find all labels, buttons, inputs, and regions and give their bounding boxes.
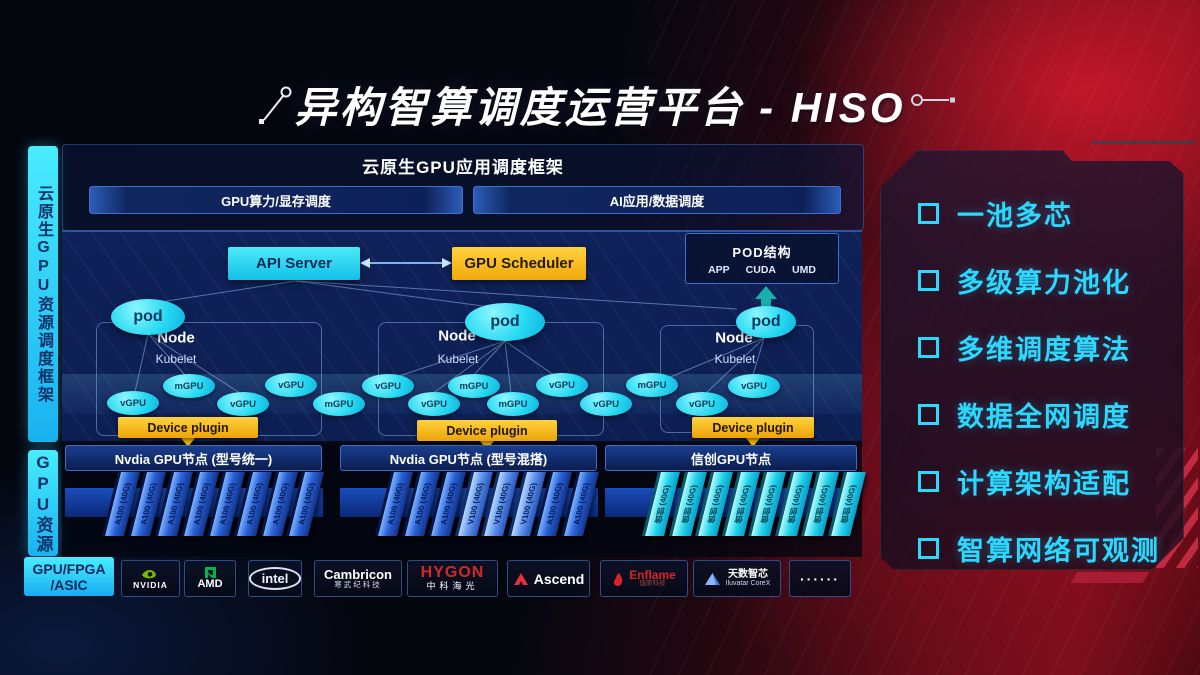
vendor-enflame: Enflame 燧原科技	[600, 560, 688, 597]
page-title: 异构智算调度运营平台 - HISO	[294, 84, 906, 131]
checkbox-square-icon	[918, 471, 939, 492]
hygon-label: HYGON	[420, 564, 485, 582]
feature-label: 计算架构适配	[957, 469, 1131, 499]
device-plugin-box: Device plugin	[692, 417, 814, 438]
iluvatar-icon	[704, 572, 720, 585]
vgpu-ellipse: vGPU	[728, 374, 780, 398]
bar-gpu-compute-scheduling: GPU算力/显存调度	[89, 186, 463, 214]
cambricon-sublabel: 寒武纪科技	[334, 580, 382, 590]
iluvatar-sublabel: Iluvatar CoreX	[725, 580, 771, 588]
device-plugin-box: Device plugin	[118, 417, 258, 438]
device-plugin-box: Device plugin	[417, 420, 557, 441]
feature-item: 计算架构适配	[918, 462, 1184, 501]
feature-item: 智算网络可观测	[918, 529, 1184, 568]
more-vendors-dots: ······	[800, 570, 840, 587]
gpu-group-header-xinchuang: 信创GPU节点	[605, 445, 857, 471]
vgpu-ellipse: vGPU	[580, 392, 632, 416]
enflame-sublabel: 燧原科技	[639, 580, 666, 588]
nvidia-eye-icon	[141, 569, 156, 578]
node-label: Node	[438, 327, 476, 345]
chip-line1: GPU/FPGA	[32, 560, 106, 577]
sidebar-tab-cloud-native-gpu: 云原生GPU资源调度框架	[28, 146, 58, 442]
feature-label: 一池多芯	[957, 201, 1073, 231]
feature-label: 智算网络可观测	[957, 536, 1160, 566]
pod-structure-box: POD结构 APP CUDA UMD	[685, 233, 839, 284]
vgpu-ellipse: vGPU	[536, 373, 588, 397]
vgpu-ellipse: vGPU	[217, 392, 269, 416]
bar-ai-data-scheduling: AI应用/数据调度	[473, 186, 841, 214]
frame-title: 云原生GPU应用调度框架	[362, 158, 564, 177]
vgpu-ellipse: vGPU	[408, 392, 460, 416]
pod-item-app: APP	[708, 263, 730, 276]
gpu-group-header-mixed: Nvdia GPU节点 (型号混搭)	[340, 445, 597, 471]
api-server-box: API Server	[228, 247, 360, 280]
sidebar-tab-gpu-resource: GPU资源	[28, 450, 58, 556]
intel-label: intel	[248, 567, 302, 590]
pod-ellipse: pod	[465, 303, 545, 341]
vgpu-ellipse: vGPU	[265, 373, 317, 397]
hygon-sublabel: 中科海光	[426, 581, 479, 592]
feature-item: 一池多芯	[918, 194, 1184, 233]
chip-type-box: GPU/FPGA /ASIC	[24, 557, 114, 596]
feature-label: 数据全网调度	[957, 402, 1131, 432]
corner-bracket-deco	[1079, 141, 1197, 158]
feature-item: 多维调度算法	[918, 328, 1184, 367]
iluvatar-label: 天数智芯	[728, 568, 768, 580]
mgpu-ellipse: mGPU	[163, 374, 215, 398]
pod-ellipse: pod	[736, 306, 796, 338]
vendor-hygon: HYGON 中科海光	[407, 560, 498, 597]
chip-line2: /ASIC	[50, 576, 88, 593]
vendor-amd: AMD	[184, 560, 236, 597]
checkbox-square-icon	[918, 337, 939, 358]
pod-structure-items: APP CUDA UMD	[708, 264, 816, 276]
feature-item: 多级算力池化	[918, 261, 1184, 300]
vendor-nvidia: NVIDIA	[121, 560, 180, 597]
checkbox-square-icon	[918, 203, 939, 224]
mgpu-ellipse: mGPU	[448, 374, 500, 398]
checkbox-square-icon	[918, 404, 939, 425]
ascend-icon	[513, 572, 528, 585]
feature-label: 多级算力池化	[957, 268, 1131, 298]
feature-item: 数据全网调度	[918, 395, 1184, 434]
gpu-group-header-uniform: Nvdia GPU节点 (型号统一)	[65, 445, 322, 471]
checkbox-square-icon	[918, 538, 939, 559]
kubelet-label: Kubelet	[714, 352, 756, 366]
kubelet-label: Kubelet	[437, 352, 479, 366]
mgpu-ellipse: mGPU	[313, 392, 365, 416]
pod-item-umd: UMD	[792, 263, 816, 276]
panel-foot-deco	[1070, 572, 1150, 583]
vgpu-ellipse: vGPU	[107, 391, 159, 415]
cambricon-label: Cambricon	[324, 566, 392, 582]
nvidia-label: NVIDIA	[133, 579, 168, 590]
pod-item-cuda: CUDA	[745, 263, 776, 276]
pod-ellipse: pod	[111, 299, 185, 335]
features-panel: 一池多芯多级算力池化 多维调度算法 数据全网调度 计算架构适配 智算网络可观测	[880, 150, 1184, 570]
mgpu-ellipse: mGPU	[487, 392, 539, 416]
amd-label: AMD	[197, 578, 223, 591]
vendor-cambricon: Cambricon 寒武纪科技	[314, 560, 402, 597]
enflame-label: Enflame	[629, 567, 676, 582]
gpu-scheduler-box: GPU Scheduler	[452, 247, 586, 280]
ascend-label: Ascend	[533, 570, 585, 587]
vgpu-ellipse: vGPU	[362, 374, 414, 398]
vendor-iluvatar: 天数智芯 Iluvatar CoreX	[693, 560, 781, 597]
vendor-intel: intel	[248, 560, 302, 597]
vendor-ascend: Ascend	[507, 560, 590, 597]
vendor-more: ······	[789, 560, 851, 597]
feature-label: 多维调度算法	[957, 335, 1131, 365]
vgpu-ellipse: vGPU	[676, 392, 728, 416]
mgpu-ellipse: mGPU	[626, 373, 678, 397]
pod-structure-title: POD结构	[732, 244, 792, 260]
kubelet-label: Kubelet	[155, 352, 197, 366]
checkbox-square-icon	[918, 270, 939, 291]
amd-icon	[204, 567, 216, 579]
enflame-flame-icon	[614, 571, 623, 586]
app-scheduling-frame: 云原生GPU应用调度框架 GPU算力/显存调度 AI应用/数据调度	[62, 144, 864, 231]
